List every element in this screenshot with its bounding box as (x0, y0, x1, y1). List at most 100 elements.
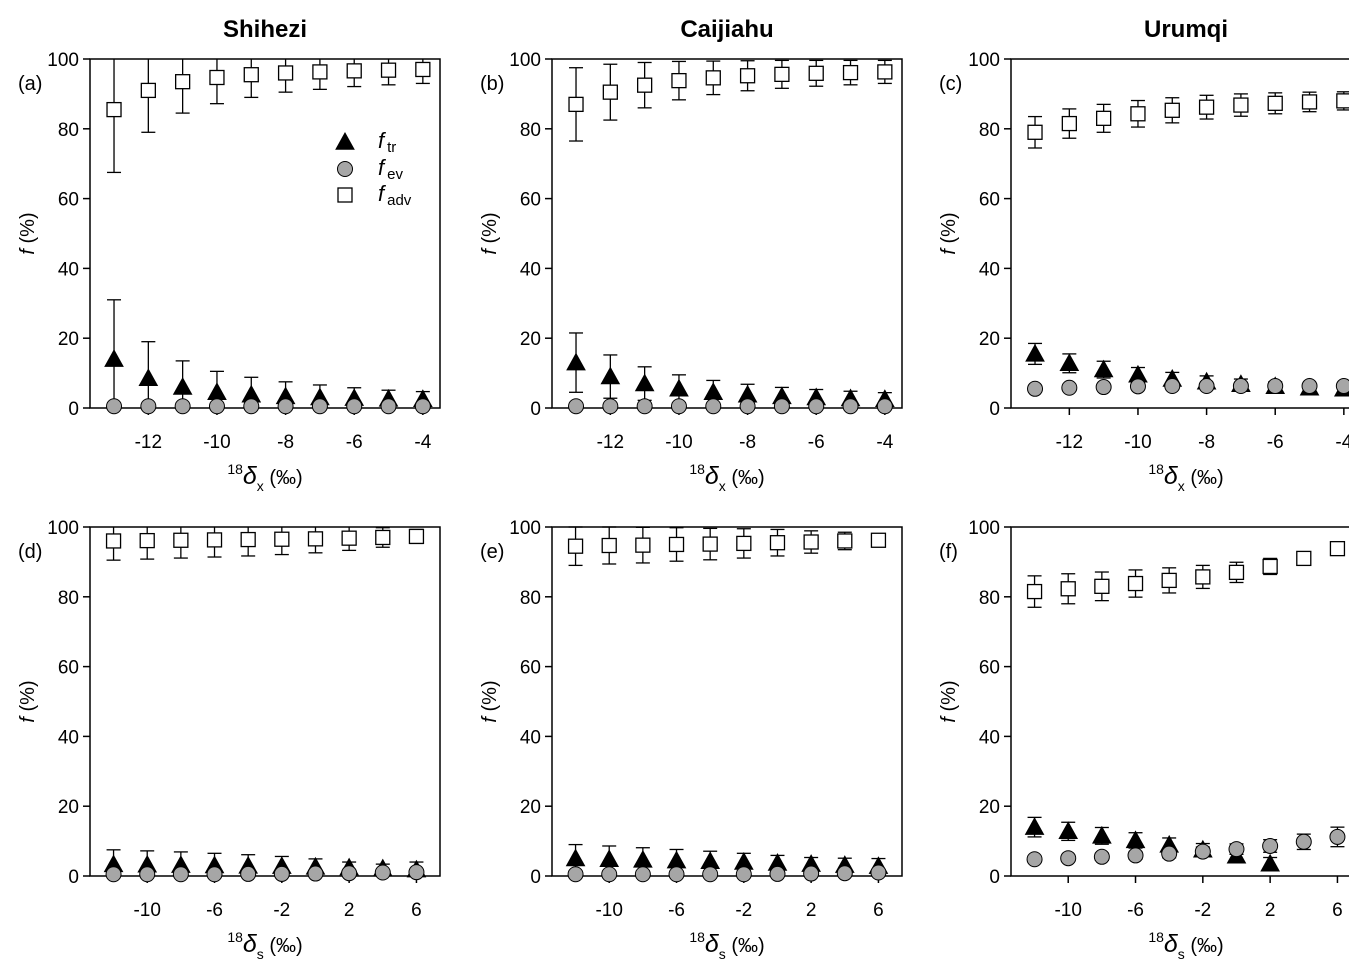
legend-label-symbol: f (378, 155, 387, 180)
f_tr-point (1025, 343, 1045, 362)
y-axis-label-symbol: f (17, 715, 39, 723)
f_adv-point (774, 66, 790, 83)
f_adv-point (1127, 575, 1144, 592)
f_adv-point (1336, 93, 1349, 109)
f_adv-point (1233, 97, 1249, 113)
f_ev-point (1295, 833, 1312, 850)
x-axis-label: 18δs (‰) (227, 929, 302, 962)
f_ev-point (568, 398, 585, 415)
series-f_ev (1027, 378, 1349, 397)
f_adv-point (346, 63, 362, 79)
x-axis-label-sup: 18 (1148, 929, 1164, 945)
y-axis-label-symbol: f (17, 247, 39, 255)
y-tick-label: 0 (68, 867, 79, 888)
f_adv-point (1026, 583, 1043, 600)
x-axis-label-unit: (‰) (731, 467, 764, 489)
f_ev-point (836, 865, 853, 882)
x-axis-label-symbol: δ (1164, 930, 1179, 958)
f_ev-point (636, 398, 653, 415)
f_adv-point (602, 84, 618, 100)
f_adv-point (274, 531, 290, 547)
x-axis-label-sup: 18 (1148, 461, 1164, 477)
f_ev-point (601, 866, 618, 883)
x-axis-label-sup: 18 (227, 929, 243, 945)
f_ev-point (1161, 845, 1178, 862)
x-axis-label-unit: (‰) (269, 467, 302, 489)
f_adv-point (1195, 569, 1211, 585)
f_tr-point (104, 349, 124, 367)
legend-marker-f_tr (335, 131, 355, 150)
y-tick-label: 80 (58, 120, 79, 141)
f_tr-point (599, 849, 620, 867)
x-tick-label: -10 (1054, 900, 1081, 921)
f_adv-point (277, 65, 294, 81)
f_tr-point (666, 850, 687, 869)
f_tr-point (566, 352, 586, 371)
panel-label: (e) (480, 541, 504, 563)
x-axis-label-unit: (‰) (269, 935, 302, 957)
y-axis-label: f (%) (479, 680, 501, 722)
f_ev-point (773, 398, 790, 415)
f_adv-point (808, 65, 824, 81)
y-axis-label-unit: (%) (938, 212, 960, 243)
f_adv-point (668, 536, 685, 553)
x-tick-label: -10 (203, 432, 230, 453)
f_adv-point (1161, 572, 1177, 589)
f_adv-point (1061, 115, 1077, 132)
f_ev-point (1194, 843, 1211, 860)
y-axis-label-unit: (%) (938, 680, 960, 711)
panel-label: (f) (939, 541, 958, 563)
f_adv-point (870, 532, 887, 548)
plot-frame (551, 58, 903, 409)
y-axis-label-unit: (%) (479, 680, 501, 711)
y-axis-label-unit: (%) (17, 680, 39, 711)
y-tick-label: 40 (520, 727, 541, 748)
panel-label: (c) (939, 73, 962, 95)
f_adv-point (380, 62, 397, 78)
y-axis-label-unit: (%) (479, 212, 501, 243)
f_ev-point (1301, 378, 1318, 395)
x-tick-label: -10 (133, 900, 160, 921)
f_ev-point (243, 398, 260, 415)
f_adv-point (209, 69, 225, 86)
x-axis-label: 18δs (‰) (689, 929, 764, 962)
f_tr-point (207, 382, 227, 400)
f_tr-point (1093, 359, 1114, 378)
legend-label-symbol: f (378, 128, 387, 153)
x-axis-label-sup: 18 (227, 461, 243, 477)
f_tr-point (138, 368, 159, 387)
y-tick-label: 40 (58, 727, 79, 748)
y-tick-label: 20 (520, 797, 541, 818)
f_adv-point (139, 532, 155, 549)
x-axis-label: 18δs (‰) (1148, 929, 1223, 962)
x-tick-label: -8 (739, 432, 756, 453)
f_ev-point (208, 398, 225, 415)
f_adv-point (705, 70, 721, 86)
f_ev-point (803, 865, 820, 882)
f_adv-point (601, 537, 617, 554)
y-axis-label-symbol: f (479, 715, 501, 723)
f_adv-point (206, 532, 223, 548)
column-title-1: Caijiahu (680, 16, 773, 43)
y-tick-label: 80 (979, 588, 1000, 609)
f_adv-point (567, 538, 584, 554)
y-tick-label: 0 (989, 399, 1000, 420)
panel-label: (a) (18, 73, 42, 95)
series-f_tr (104, 299, 433, 409)
y-tick-label: 100 (47, 50, 79, 71)
f_ev-point (739, 398, 756, 415)
x-axis-label-sub: x (257, 478, 264, 494)
y-tick-label: 60 (520, 190, 541, 211)
f_adv-point (803, 534, 819, 550)
legend-label-f_ev: f ev (378, 155, 403, 183)
f_ev-point (567, 866, 584, 883)
f_ev-point (1164, 378, 1181, 395)
x-tick-label: -6 (808, 432, 825, 453)
x-axis-label-sub: x (1178, 478, 1185, 494)
f_tr-point (700, 851, 721, 870)
x-tick-label: -12 (135, 432, 162, 453)
panel-label: (b) (480, 73, 504, 95)
legend-label-sub: tr (387, 139, 396, 156)
x-tick-label: -6 (1127, 900, 1144, 921)
f_adv-point (1060, 581, 1076, 597)
